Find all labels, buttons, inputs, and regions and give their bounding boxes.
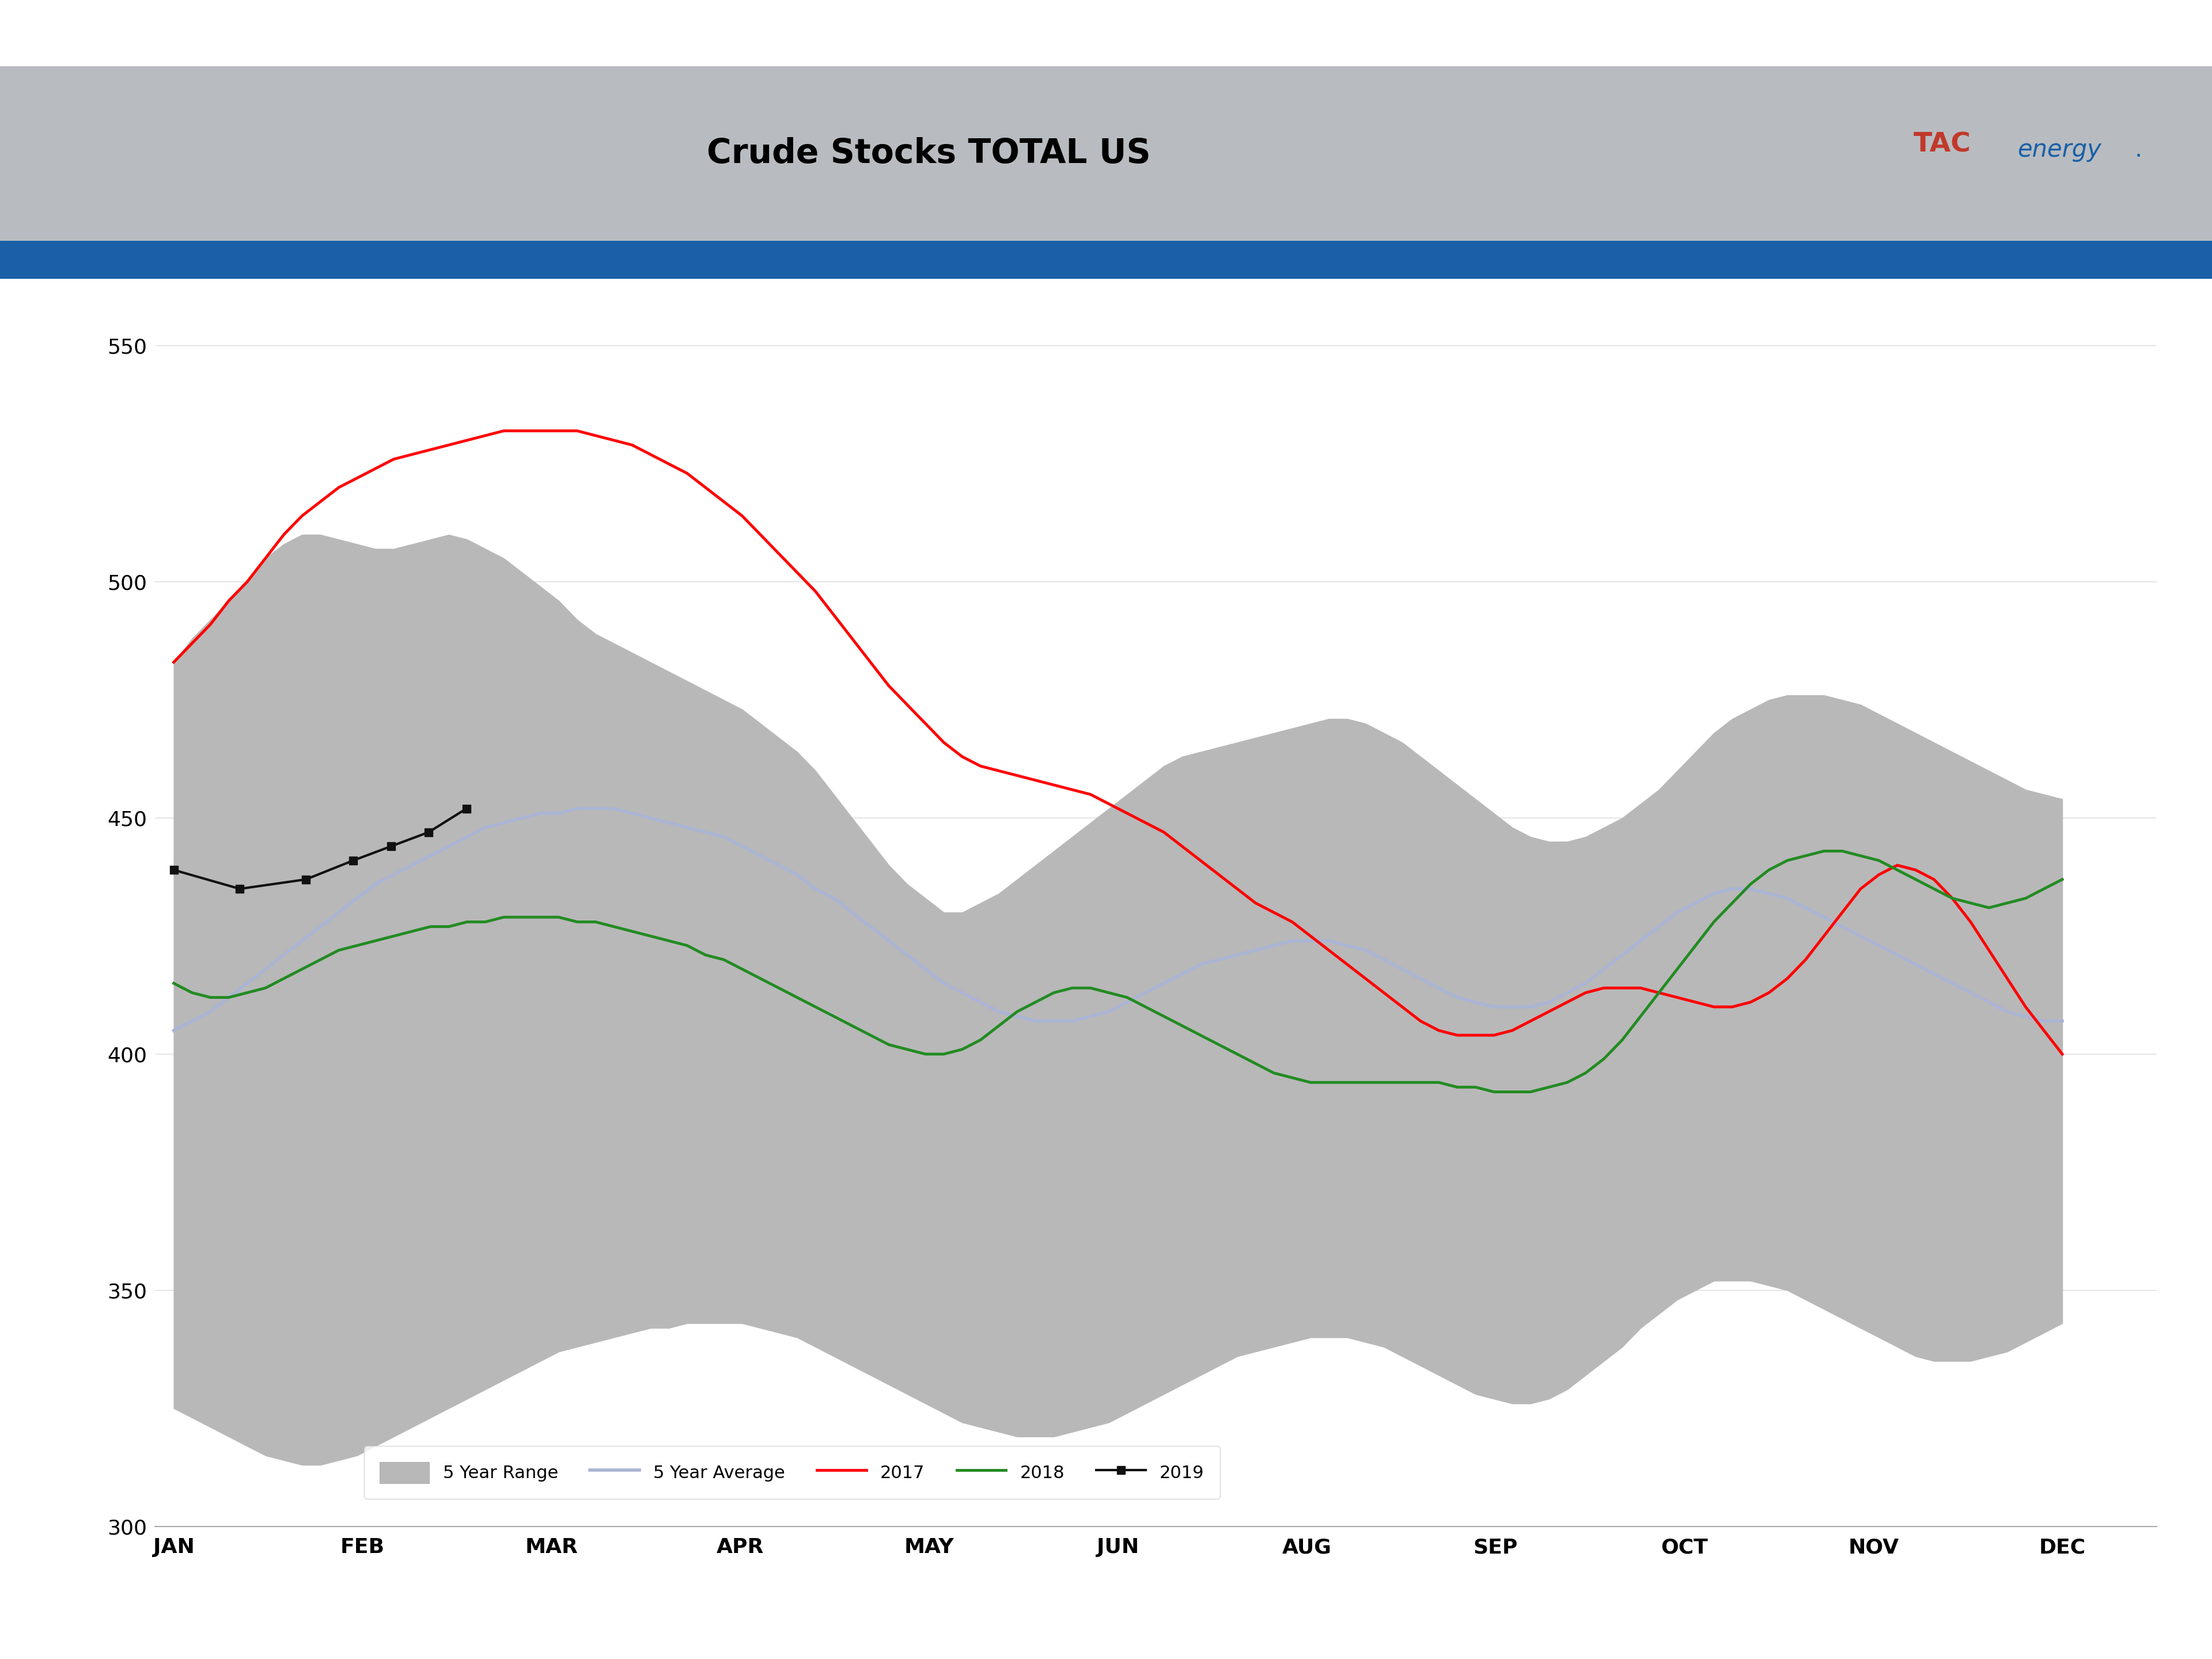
Text: energy: energy	[2017, 138, 2101, 163]
Legend: 5 Year Range, 5 Year Average, 2017, 2018, 2019: 5 Year Range, 5 Year Average, 2017, 2018…	[363, 1447, 1221, 1500]
Text: .: .	[2135, 138, 2141, 163]
Text: Crude Stocks TOTAL US: Crude Stocks TOTAL US	[708, 138, 1150, 169]
Text: TAC: TAC	[1913, 131, 1971, 158]
